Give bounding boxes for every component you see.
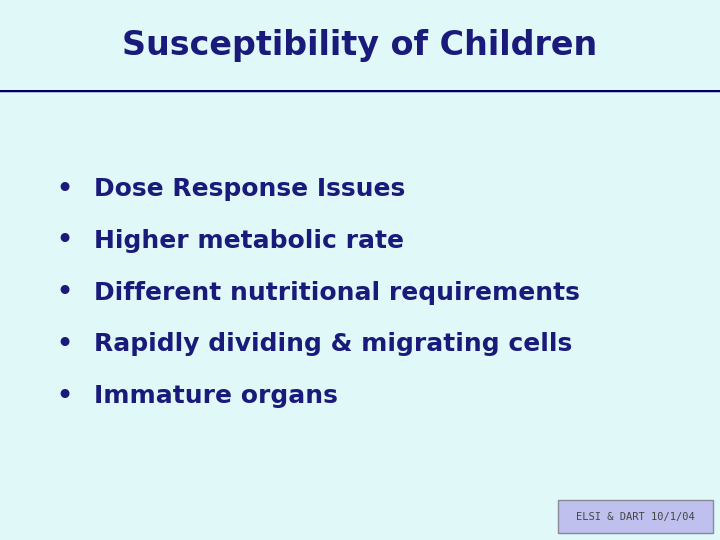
Text: •: • (55, 174, 74, 204)
Text: Higher metabolic rate: Higher metabolic rate (94, 229, 404, 253)
Text: Rapidly dividing & migrating cells: Rapidly dividing & migrating cells (94, 332, 572, 356)
Text: ELSI & DART 10/1/04: ELSI & DART 10/1/04 (577, 511, 695, 522)
Text: Immature organs: Immature organs (94, 384, 338, 408)
Text: Different nutritional requirements: Different nutritional requirements (94, 281, 580, 305)
Text: •: • (55, 278, 74, 307)
Text: •: • (55, 382, 74, 410)
Text: Dose Response Issues: Dose Response Issues (94, 177, 405, 201)
Text: •: • (55, 330, 74, 359)
Text: Susceptibility of Children: Susceptibility of Children (122, 29, 598, 62)
Text: •: • (55, 226, 74, 255)
FancyBboxPatch shape (558, 500, 713, 534)
